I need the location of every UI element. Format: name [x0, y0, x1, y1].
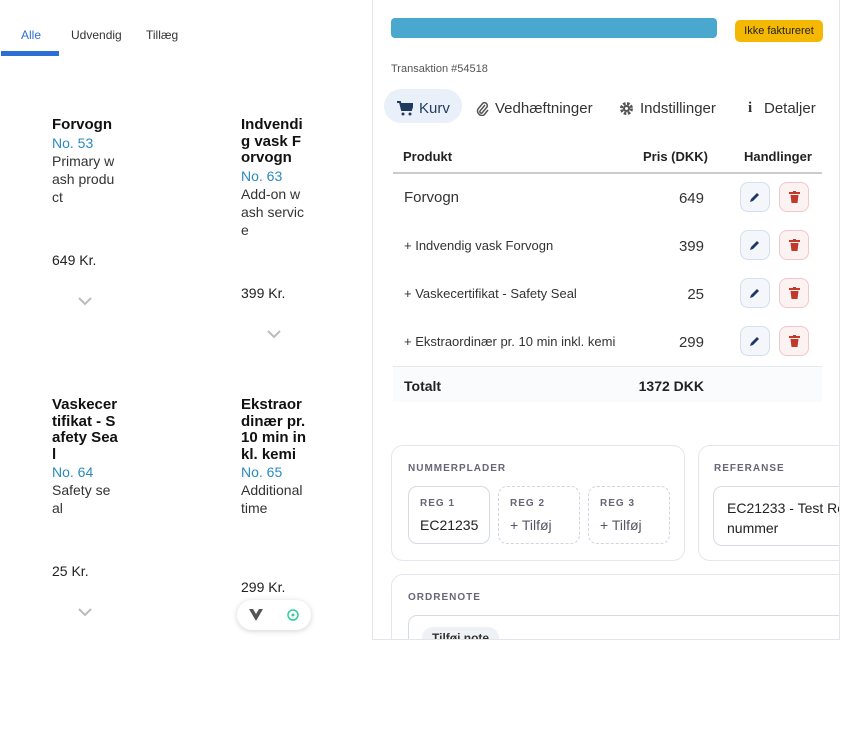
- tab-label: Kurv: [419, 99, 450, 117]
- product-price: 299 Kr.: [241, 579, 286, 595]
- product-description: Safety seal: [52, 482, 111, 516]
- edit-button[interactable]: [740, 326, 770, 356]
- edit-button[interactable]: [740, 182, 770, 212]
- edit-button[interactable]: [740, 278, 770, 308]
- card-title: ORDRENOTE: [408, 592, 481, 603]
- plates-card: NUMMERPLADER REG 1 EC21235 REG 2 + Tilføj …: [391, 445, 685, 561]
- price-cell: 299: [678, 334, 704, 351]
- product-description: Primary wash product: [52, 152, 115, 205]
- price-cell: 649: [678, 190, 704, 207]
- status-badge: Ikke faktureret: [735, 20, 823, 42]
- tab[interactable]: Udvendig: [71, 28, 122, 42]
- product-price: 25 Kr.: [52, 563, 89, 579]
- delete-button[interactable]: [779, 230, 809, 260]
- total-label: Totalt: [404, 378, 442, 394]
- delete-button[interactable]: [779, 326, 809, 356]
- tab-label: Detaljer: [764, 99, 816, 117]
- transaction-id: Transaktion #54518: [391, 63, 488, 75]
- product-number: No. 53: [52, 134, 94, 151]
- card-title: NUMMERPLADER: [408, 463, 507, 474]
- slot-label: REG 3: [600, 498, 636, 509]
- vue-icon: [248, 609, 263, 621]
- product-price: 399 Kr.: [241, 285, 286, 301]
- tab-label: Vedhæftninger: [495, 99, 593, 117]
- slot-label: REG 2: [510, 498, 546, 509]
- product-number: No. 65: [241, 464, 283, 480]
- product-card[interactable]: Forvogn No. 53 Primary wash product: [52, 116, 118, 206]
- product-cell: Forvogn: [404, 189, 460, 206]
- panel-tab[interactable]: Vedhæftninger: [475, 96, 593, 120]
- panel-tab[interactable]: Kurv: [397, 96, 450, 120]
- product-cell: + Indvendig vask Forvogn: [404, 238, 554, 254]
- plate-slot[interactable]: REG 3 + Tilføj: [588, 486, 670, 544]
- total-value: 1372 DKK: [638, 378, 704, 394]
- expand-icon[interactable]: [77, 296, 93, 306]
- order-panel: Ikke faktureret Transaktion #54518 Kurv …: [372, 0, 840, 640]
- slot-value: + Tilføj: [600, 517, 642, 533]
- reference-value[interactable]: EC21233 - Test Ref nummer: [713, 486, 839, 546]
- product-description: Additional time: [241, 482, 303, 516]
- expand-icon[interactable]: [77, 607, 93, 617]
- header-rule: [393, 172, 822, 174]
- tab-label: Indstillinger: [640, 99, 716, 117]
- plate-slot[interactable]: REG 1 EC21235: [408, 486, 490, 544]
- product-cell: + Vaskecertifikat - Safety Seal: [404, 286, 577, 302]
- product-card[interactable]: Ekstraordinær pr. 10 min inkl. kemi No. …: [241, 396, 307, 517]
- expand-icon[interactable]: [266, 329, 282, 339]
- product-number: No. 63: [241, 167, 283, 184]
- column-header: Pris (DKK): [643, 149, 709, 164]
- tab[interactable]: Alle: [21, 28, 42, 42]
- tab-indicator: [1, 51, 59, 56]
- delete-button[interactable]: [779, 278, 809, 308]
- target-icon: [286, 609, 299, 621]
- price-cell: 399: [678, 238, 704, 255]
- panel-tab[interactable]: Indstillinger: [619, 96, 716, 120]
- devtools-widget[interactable]: [237, 600, 311, 630]
- active-tab-bg: [384, 89, 462, 123]
- note-card: ORDRENOTE Tilføj note: [391, 574, 839, 639]
- product-name: Vaskecertifikat - Safety Seal: [52, 396, 118, 463]
- edit-button[interactable]: [740, 230, 770, 260]
- product-description: Add-on wash service: [241, 185, 305, 238]
- progress-bar: [391, 18, 717, 38]
- slot-value: EC21235: [420, 517, 479, 533]
- plate-slot[interactable]: REG 2 + Tilføj: [498, 486, 580, 544]
- price-cell: 25: [687, 286, 704, 303]
- card-title: REFERANSE: [714, 463, 785, 474]
- slot-label: REG 1: [420, 498, 456, 509]
- delete-button[interactable]: [779, 182, 809, 212]
- product-name: Forvogn: [52, 116, 112, 133]
- product-price: 649 Kr.: [52, 252, 97, 268]
- product-cell: + Ekstraordinær pr. 10 min inkl. kemi: [404, 334, 616, 350]
- add-note-button[interactable]: Tilføj note: [422, 627, 500, 639]
- tab[interactable]: Tillæg: [146, 28, 179, 42]
- product-card[interactable]: Indvendig vask Forvogn No. 63 Add-on was…: [241, 116, 307, 239]
- reference-card: REFERANSE EC21233 - Test Ref nummer: [698, 445, 839, 561]
- product-card[interactable]: Vaskecertifikat - Safety Seal No. 64 Saf…: [52, 396, 118, 517]
- product-number: No. 64: [52, 464, 94, 480]
- column-header: Handlinger: [744, 149, 812, 164]
- column-header: Produkt: [403, 149, 453, 164]
- product-name: Ekstraordinær pr. 10 min inkl. kemi: [241, 396, 307, 463]
- slot-value: + Tilføj: [510, 517, 552, 533]
- note-box: [408, 615, 839, 639]
- total-row: [393, 366, 822, 402]
- panel-tab[interactable]: i Detaljer: [748, 99, 816, 117]
- product-name: Indvendig vask Forvogn: [241, 116, 303, 166]
